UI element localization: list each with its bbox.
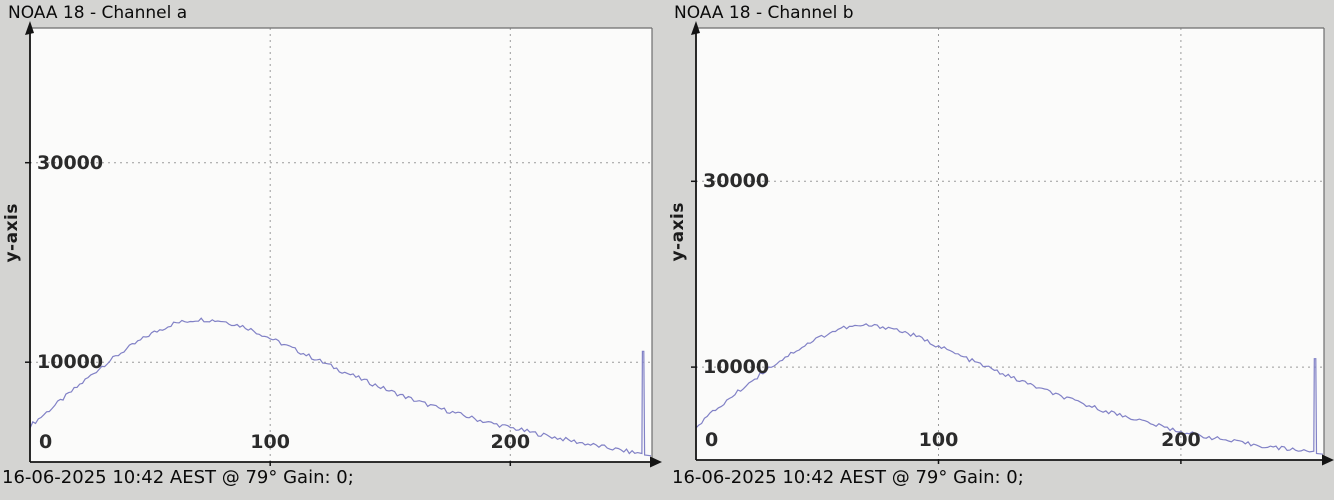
- x-tick-label-0: 0: [39, 431, 53, 453]
- caption-text: 16-06-2025 10:42 AEST @ 79° Gain: 0: [2, 467, 348, 488]
- x-tick-label-0: 0: [705, 429, 719, 451]
- y-tick-label-10000: 10000: [703, 356, 770, 379]
- x-tick-label-100: 100: [250, 431, 290, 453]
- x-tick-label-100: 100: [918, 429, 959, 451]
- channel-a-plot-canvas: [25, 21, 662, 468]
- channel-b-histogram-panel: NOAA 18 - Channel b y-axis 30000 10000 0…: [664, 0, 1334, 500]
- y-tick-label-30000: 30000: [37, 151, 104, 174]
- x-tick-label-200: 200: [490, 431, 531, 453]
- capture-info-caption: 16-06-2025 10:42 AEST @ 79° Gain: 0;: [672, 467, 1023, 488]
- channel-a-histogram-panel: NOAA 18 - Channel a y-axis 30000 10000 0…: [0, 0, 664, 500]
- y-axis-label: y-axis: [668, 202, 688, 262]
- caption-clipped-char: ;: [1018, 467, 1023, 488]
- chart-title: NOAA 18 - Channel a: [8, 3, 188, 23]
- y-tick-label-10000: 10000: [37, 351, 104, 374]
- x-tick-label-200: 200: [1161, 429, 1201, 451]
- y-axis-label: y-axis: [2, 203, 22, 263]
- y-tick-label-30000: 30000: [703, 170, 770, 193]
- chart-title: NOAA 18 - Channel b: [674, 3, 854, 23]
- channel-b-plot-canvas: [691, 21, 1334, 466]
- caption-clipped-char: ;: [348, 467, 353, 488]
- caption-text: 16-06-2025 10:42 AEST @ 79° Gain: 0: [672, 467, 1018, 488]
- capture-info-caption: 16-06-2025 10:42 AEST @ 79° Gain: 0;: [2, 467, 353, 488]
